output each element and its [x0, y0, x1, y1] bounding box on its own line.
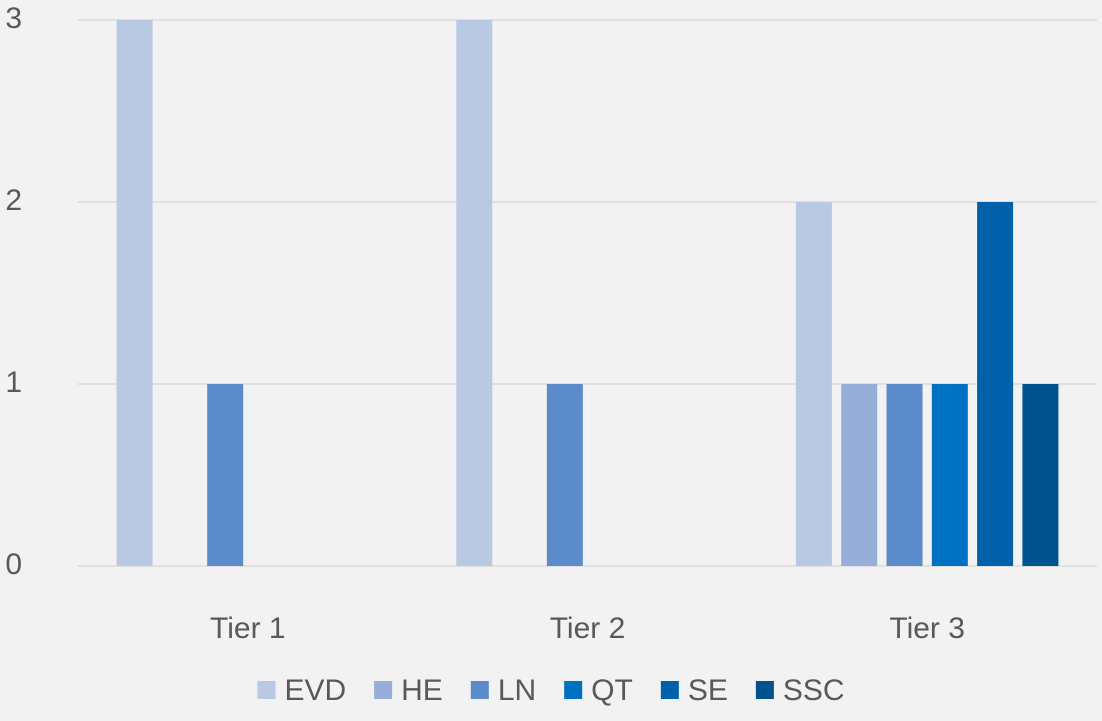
y-tick-label: 3 [5, 2, 22, 35]
bar [546, 384, 583, 566]
bar [116, 20, 153, 566]
bar [1022, 384, 1059, 566]
legend-swatch [660, 681, 679, 699]
bar [977, 202, 1014, 566]
legend-swatch [470, 681, 489, 699]
legend-swatch [755, 681, 774, 699]
y-tick-label: 0 [5, 548, 22, 581]
legend-label: LN [498, 674, 536, 707]
x-tick-label: Tier 1 [210, 612, 286, 645]
legend-label: SSC [783, 674, 845, 707]
y-tick-label: 1 [5, 366, 22, 399]
legend-label: QT [591, 674, 633, 707]
legend-label: SE [688, 674, 728, 707]
legend-swatch [564, 681, 583, 699]
bar [886, 384, 923, 566]
bar [931, 384, 968, 566]
x-tick-label: Tier 3 [889, 612, 965, 645]
bar [207, 384, 244, 566]
y-tick-label: 2 [5, 184, 22, 217]
x-tick-label: Tier 2 [550, 612, 626, 645]
bar [795, 202, 832, 566]
legend-label: EVD [284, 674, 346, 707]
legend-swatch [374, 681, 393, 699]
legend-swatch [257, 681, 276, 699]
bar [841, 384, 878, 566]
legend-label: HE [401, 674, 443, 707]
bar [456, 20, 493, 566]
